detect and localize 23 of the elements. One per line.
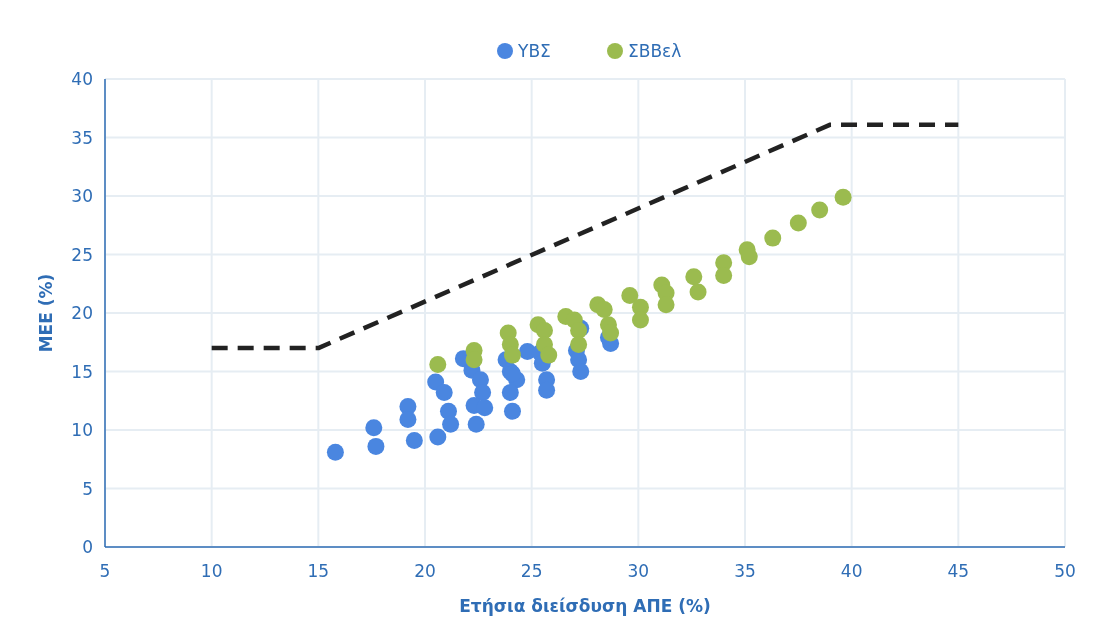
y-tick-label: 5 [82, 478, 93, 499]
y-tick-label: 20 [71, 303, 93, 323]
legend-label: ΥΒΣ [517, 41, 551, 61]
y-tick-label: 40 [71, 69, 93, 89]
x-tick-label: 35 [734, 561, 756, 581]
x-tick-label: 30 [627, 561, 650, 581]
y-tick-label: 35 [71, 127, 93, 148]
y-tick-label: 25 [71, 244, 93, 265]
y-axis-title: ΜΕΕ (%) [36, 273, 56, 353]
x-tick-label: 10 [200, 561, 223, 581]
y-tick-label: 10 [71, 420, 93, 440]
y-tick-label: 0 [82, 537, 93, 557]
x-tick-label: 20 [414, 561, 436, 581]
x-tick-label: 25 [520, 561, 543, 581]
legend-label: ΣΒΒελ [628, 41, 682, 61]
x-tick-label: 50 [1054, 561, 1076, 581]
y-tick-label: 15 [71, 361, 93, 382]
x-tick-label: 5 [99, 561, 111, 581]
y-tick-label: 30 [71, 186, 93, 206]
x-tick-label: 45 [947, 561, 970, 581]
x-tick-label: 15 [307, 561, 330, 581]
x-axis-title: Ετήσια διείσδυση ΑΠΕ (%) [459, 596, 711, 616]
x-tick-label: 40 [840, 561, 863, 581]
